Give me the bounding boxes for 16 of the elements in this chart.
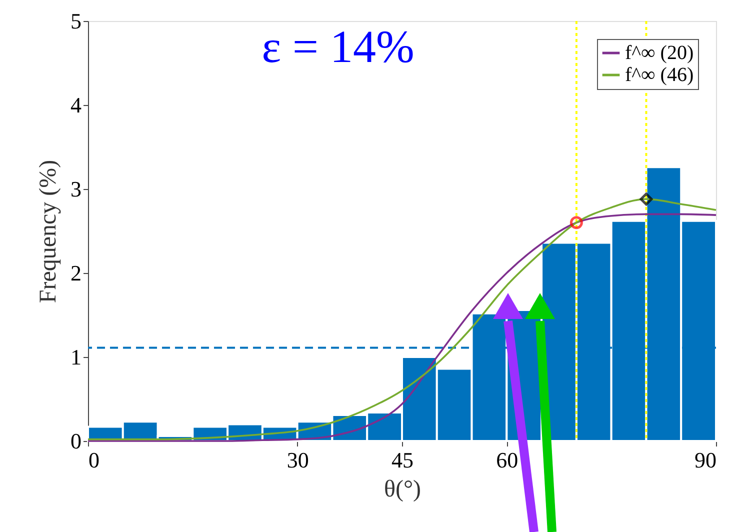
y-tick-label: 2 <box>70 260 82 286</box>
x-tick-label: 60 <box>496 448 518 472</box>
legend-label: f^∞ (46) <box>625 64 694 86</box>
legend-label: f^∞ (20) <box>625 42 694 64</box>
y-axis-title: Frequency (%) <box>36 160 62 304</box>
y-tick-label: 5 <box>70 8 82 34</box>
annotation: ε = 14% <box>262 21 414 72</box>
x-axis-title: θ(°) <box>384 476 422 502</box>
y-tick-label: 3 <box>70 176 82 202</box>
x-tick-label: 0 <box>88 448 100 472</box>
y-tick-label: 1 <box>70 344 82 370</box>
x-tick-label: 30 <box>286 448 309 472</box>
x-tick-label: 90 <box>694 448 716 472</box>
y-tick-label: 4 <box>70 92 82 118</box>
y-tick-label: 0 <box>70 428 82 454</box>
x-tick-label: 45 <box>392 448 414 472</box>
